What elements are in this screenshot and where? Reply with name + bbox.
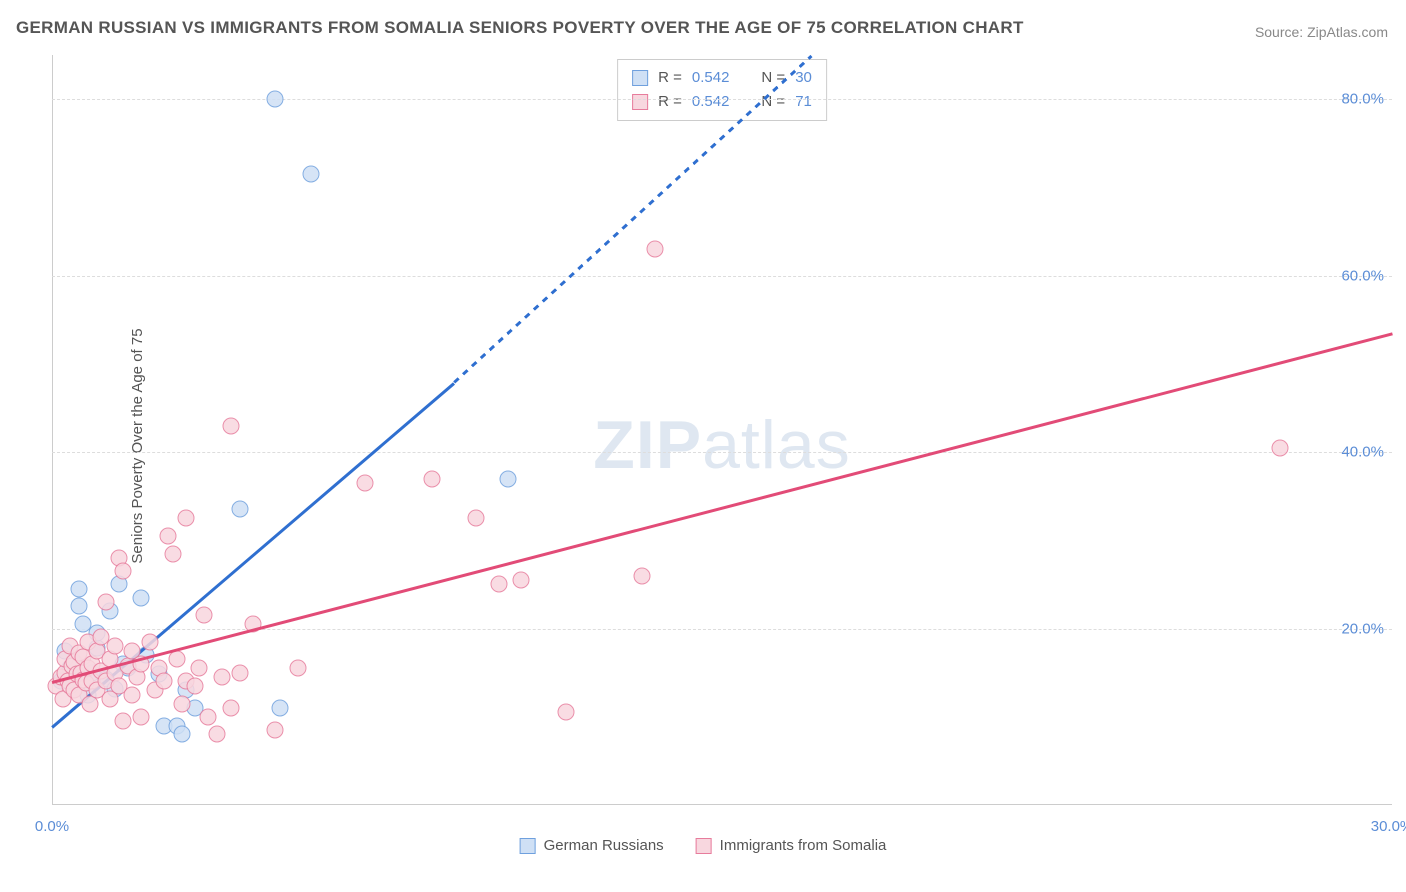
grid-line — [52, 452, 1392, 453]
scatter-point — [209, 726, 226, 743]
scatter-point — [222, 699, 239, 716]
scatter-point — [1272, 439, 1289, 456]
scatter-point — [164, 545, 181, 562]
scatter-point — [513, 572, 530, 589]
scatter-point — [423, 470, 440, 487]
scatter-point — [173, 695, 190, 712]
y-tick-label: 20.0% — [1341, 620, 1384, 637]
watermark: ZIPatlas — [593, 406, 850, 484]
x-axis — [52, 804, 1392, 805]
chart-plot-area: ZIPatlas R = 0.542 N = 30 R = 0.542 N = … — [52, 55, 1392, 835]
r-label: R = — [658, 66, 682, 90]
legend-item-series1: German Russians — [520, 837, 664, 854]
scatter-point — [231, 664, 248, 681]
source-label: Source: ZipAtlas.com — [1255, 24, 1388, 40]
scatter-point — [169, 651, 186, 668]
chart-title: GERMAN RUSSIAN VS IMMIGRANTS FROM SOMALI… — [16, 18, 1024, 38]
bottom-legend: German Russians Immigrants from Somalia — [520, 837, 887, 854]
r-value-1: 0.542 — [692, 66, 730, 90]
scatter-point — [499, 470, 516, 487]
x-tick-label: 0.0% — [35, 818, 69, 835]
watermark-zip: ZIP — [593, 407, 702, 483]
swatch-series2-icon — [632, 94, 648, 110]
scatter-point — [97, 594, 114, 611]
scatter-point — [557, 704, 574, 721]
scatter-point — [633, 567, 650, 584]
scatter-point — [155, 673, 172, 690]
scatter-point — [191, 660, 208, 677]
swatch-series1-icon — [520, 838, 536, 854]
legend-item-series2: Immigrants from Somalia — [696, 837, 887, 854]
scatter-point — [160, 527, 177, 544]
scatter-point — [468, 510, 485, 527]
scatter-point — [267, 91, 284, 108]
r-label: R = — [658, 90, 682, 114]
n-label: N = — [761, 90, 785, 114]
scatter-point — [267, 722, 284, 739]
scatter-point — [70, 580, 87, 597]
r-value-2: 0.542 — [692, 90, 730, 114]
y-tick-label: 80.0% — [1341, 91, 1384, 108]
scatter-point — [231, 501, 248, 518]
scatter-point — [173, 726, 190, 743]
scatter-point — [356, 474, 373, 491]
scatter-point — [106, 638, 123, 655]
n-value-2: 71 — [795, 90, 812, 114]
stat-row-series2: R = 0.542 N = 71 — [632, 90, 812, 114]
scatter-point — [200, 708, 217, 725]
legend-label-1: German Russians — [544, 837, 664, 854]
scatter-point — [178, 510, 195, 527]
scatter-point — [222, 417, 239, 434]
scatter-point — [213, 669, 230, 686]
watermark-atlas: atlas — [702, 407, 851, 483]
y-tick-label: 40.0% — [1341, 444, 1384, 461]
scatter-point — [271, 699, 288, 716]
scatter-point — [133, 589, 150, 606]
legend-label-2: Immigrants from Somalia — [720, 837, 887, 854]
scatter-point — [647, 241, 664, 258]
grid-line — [52, 99, 1392, 100]
scatter-point — [124, 686, 141, 703]
scatter-point — [303, 166, 320, 183]
scatter-point — [70, 598, 87, 615]
scatter-point — [186, 677, 203, 694]
scatter-point — [195, 607, 212, 624]
scatter-point — [133, 708, 150, 725]
scatter-point — [490, 576, 507, 593]
swatch-series2-icon — [696, 838, 712, 854]
scatter-point — [115, 713, 132, 730]
y-tick-label: 60.0% — [1341, 267, 1384, 284]
trend-line — [52, 333, 1393, 684]
grid-line — [52, 276, 1392, 277]
n-label: N = — [761, 66, 785, 90]
swatch-series1-icon — [632, 70, 648, 86]
scatter-point — [115, 563, 132, 580]
scatter-point — [289, 660, 306, 677]
scatter-point — [142, 633, 159, 650]
x-tick-label: 30.0% — [1371, 818, 1406, 835]
